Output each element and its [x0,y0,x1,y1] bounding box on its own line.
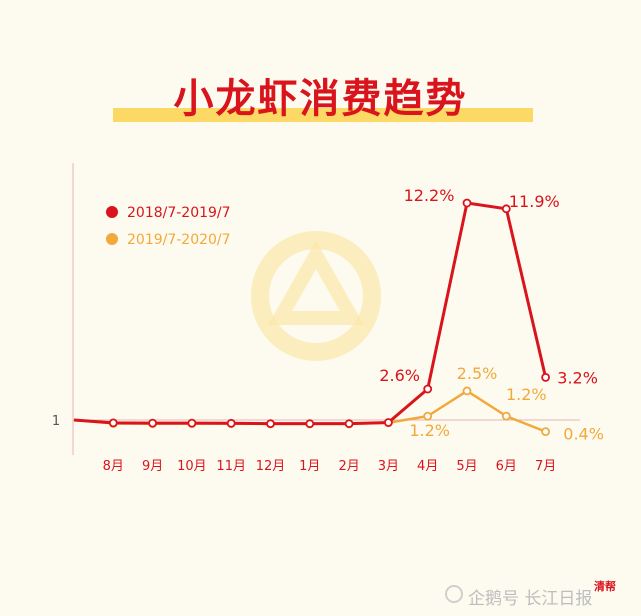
corner-stamp: 清帮 [594,580,616,593]
chart-series [73,198,550,437]
data-point [266,419,275,429]
data-point [305,419,315,429]
data-point [423,384,433,394]
data-label: 0.4% [563,425,604,444]
data-label: 2.6% [379,366,420,385]
data-point [148,418,158,428]
chart-legend: 2018/7-2019/7 2019/7-2020/7 [106,205,231,248]
data-point [541,372,550,382]
chart-axes: 1 8月 9月 10月 11月 12月 1月 2月 3月 4月 5月 6月 7月 [52,163,580,474]
data-point [462,386,472,396]
data-label: 12.2% [404,186,455,205]
watermark-logo [251,231,381,361]
x-tick-label: 9月 [142,459,163,474]
title-underline-band [113,108,533,122]
data-label: 1.2% [409,421,450,440]
x-tick-label: 1月 [299,459,320,474]
legend-label: 2019/7-2020/7 [127,232,231,248]
x-tick-label: 2月 [338,459,359,474]
x-tick-label: 5月 [456,459,477,474]
data-label: 3.2% [557,368,598,387]
penguin-icon [445,585,463,603]
x-tick-label: 11月 [216,459,246,474]
data-point [462,198,472,208]
x-tick-label: 3月 [378,459,399,474]
x-tick-label: 8月 [103,459,124,474]
data-label: 11.9% [509,192,560,211]
chart-labels: 2.6% 12.2% 11.9% 3.2% 1.2% 2.5% 1.2% 0.4% [379,186,604,444]
data-point [108,418,118,428]
data-point [187,418,197,428]
legend-marker [106,233,118,245]
data-label: 1.2% [506,385,547,404]
x-tick-label: 10月 [177,459,207,474]
data-point [423,411,433,421]
x-tick-label: 6月 [496,459,517,474]
y-tick-label: 1 [52,414,60,429]
footer-source: 企鹅号 长江日报 [468,589,593,609]
data-point [541,427,550,437]
data-point [344,419,354,429]
data-point [383,418,393,427]
data-point [501,411,511,421]
data-point [501,204,511,214]
x-tick-label: 12月 [256,459,286,474]
chart-title: 小龙虾消费趋势 [173,76,468,122]
legend-marker [106,206,118,218]
data-point [226,418,236,428]
data-label: 2.5% [457,364,498,383]
x-tick-label: 4月 [417,459,438,474]
watermark-ring [251,231,381,361]
watermark-triangle [267,240,365,325]
x-tick-label: 7月 [535,459,556,474]
legend-label: 2018/7-2019/7 [127,205,231,221]
